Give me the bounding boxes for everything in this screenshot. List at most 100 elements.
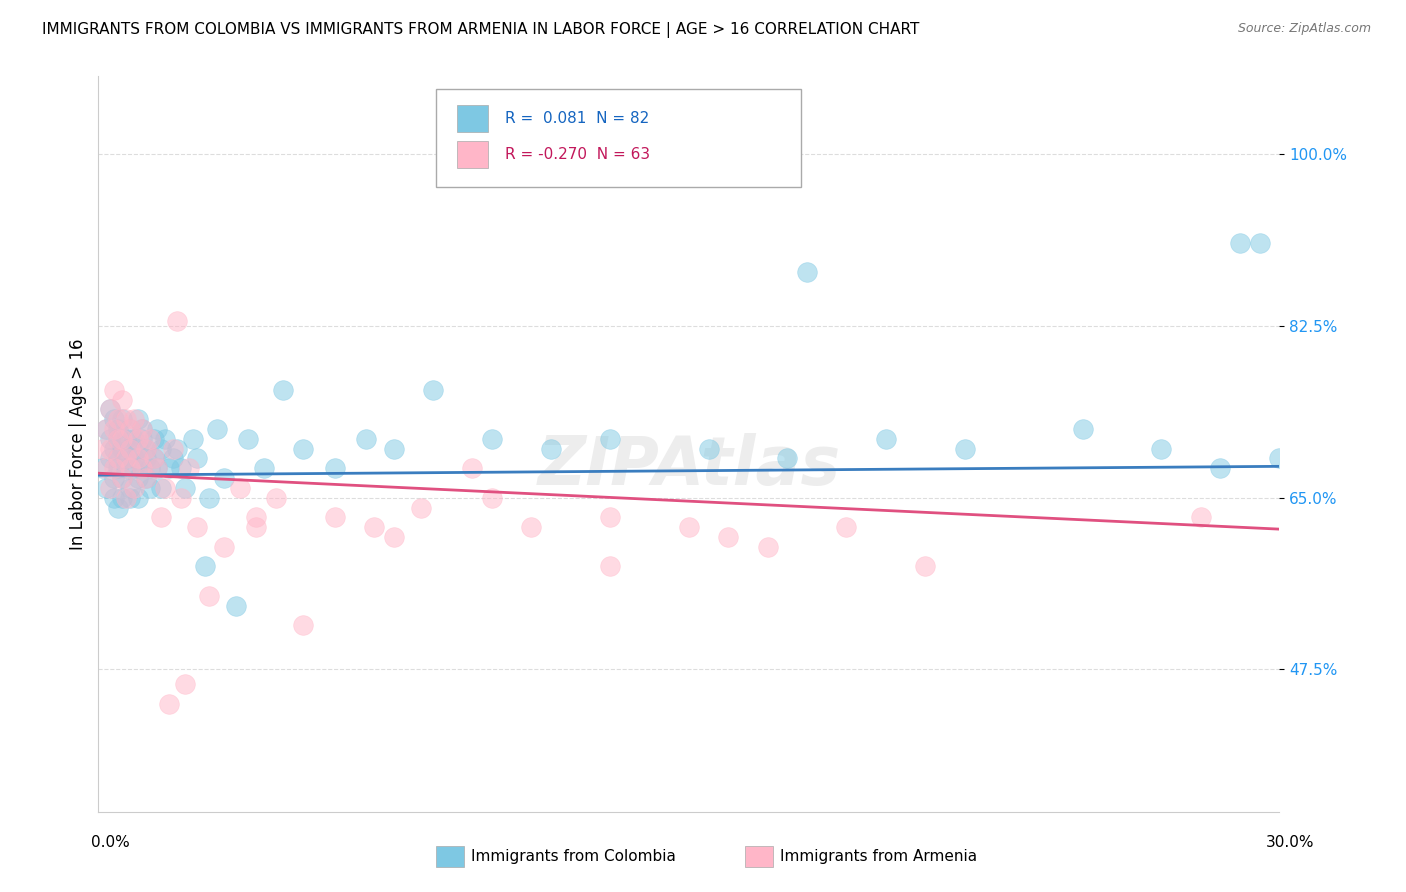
Y-axis label: In Labor Force | Age > 16: In Labor Force | Age > 16 [69, 338, 87, 549]
Point [875, 432, 897, 446]
Point [122, 432, 145, 446]
Point [96, 422, 118, 436]
Point [1150, 442, 1173, 456]
Point [107, 451, 129, 466]
Text: R = -0.270  N = 63: R = -0.270 N = 63 [505, 147, 650, 161]
Point [245, 520, 267, 534]
Point [194, 559, 217, 574]
Point [481, 432, 503, 446]
Point [273, 383, 295, 397]
Point [174, 481, 197, 495]
Point [118, 422, 141, 436]
Point [91, 442, 114, 456]
Point [292, 442, 315, 456]
Point [162, 442, 184, 456]
Point [127, 412, 149, 426]
Point [150, 442, 173, 456]
Point [174, 677, 197, 691]
Point [98, 432, 121, 446]
Point [236, 432, 259, 446]
Point [953, 442, 976, 456]
Point [835, 520, 858, 534]
Point [422, 383, 444, 397]
Point [166, 314, 188, 328]
Point [914, 559, 936, 574]
Point [98, 481, 121, 495]
Point [122, 461, 145, 475]
Point [461, 461, 484, 475]
Point [166, 442, 188, 456]
Point [205, 422, 228, 436]
Point [186, 451, 208, 466]
Point [103, 442, 125, 456]
Point [225, 599, 247, 613]
Point [111, 471, 134, 485]
Point [717, 530, 740, 544]
Point [155, 432, 177, 446]
Point [146, 461, 169, 475]
Point [103, 461, 125, 475]
Text: R =  0.081  N = 82: R = 0.081 N = 82 [505, 112, 650, 126]
Point [382, 442, 405, 456]
Point [142, 451, 165, 466]
Point [1268, 451, 1291, 466]
Point [253, 461, 276, 475]
Point [96, 481, 118, 495]
Point [411, 500, 433, 515]
Point [135, 442, 157, 456]
Text: Immigrants from Colombia: Immigrants from Colombia [471, 849, 676, 863]
Point [481, 491, 503, 505]
Point [127, 442, 149, 456]
Point [1249, 235, 1271, 250]
Text: Immigrants from Armenia: Immigrants from Armenia [780, 849, 977, 863]
Point [111, 392, 134, 407]
Point [229, 481, 252, 495]
Point [292, 618, 315, 632]
Point [131, 461, 153, 475]
Point [214, 540, 236, 554]
Point [122, 451, 145, 466]
Point [157, 461, 180, 475]
Point [540, 442, 562, 456]
Point [98, 402, 121, 417]
Point [776, 451, 799, 466]
Point [135, 442, 157, 456]
Point [111, 442, 134, 456]
Point [697, 442, 720, 456]
Point [127, 491, 149, 505]
Text: 0.0%: 0.0% [91, 836, 131, 850]
Point [107, 461, 129, 475]
Point [170, 461, 193, 475]
Point [1209, 461, 1232, 475]
Text: ZIPAtlas: ZIPAtlas [537, 433, 841, 499]
Point [363, 520, 385, 534]
Point [118, 461, 141, 475]
Point [135, 471, 157, 485]
Point [150, 481, 173, 495]
Point [118, 442, 141, 456]
Point [146, 422, 169, 436]
Point [131, 461, 153, 475]
Point [111, 432, 134, 446]
Point [323, 510, 346, 524]
Point [138, 481, 160, 495]
Point [1229, 235, 1251, 250]
Point [157, 697, 180, 711]
Point [599, 432, 621, 446]
Point [131, 432, 153, 446]
Point [131, 422, 153, 436]
Point [127, 432, 149, 446]
Point [520, 520, 543, 534]
Point [127, 451, 149, 466]
Point [118, 491, 141, 505]
Point [135, 471, 157, 485]
Point [197, 589, 219, 603]
Point [197, 491, 219, 505]
Point [115, 451, 138, 466]
Point [138, 432, 160, 446]
Point [150, 510, 173, 524]
Point [111, 471, 134, 485]
Point [107, 432, 129, 446]
Text: Source: ZipAtlas.com: Source: ZipAtlas.com [1237, 22, 1371, 36]
Point [138, 461, 160, 475]
